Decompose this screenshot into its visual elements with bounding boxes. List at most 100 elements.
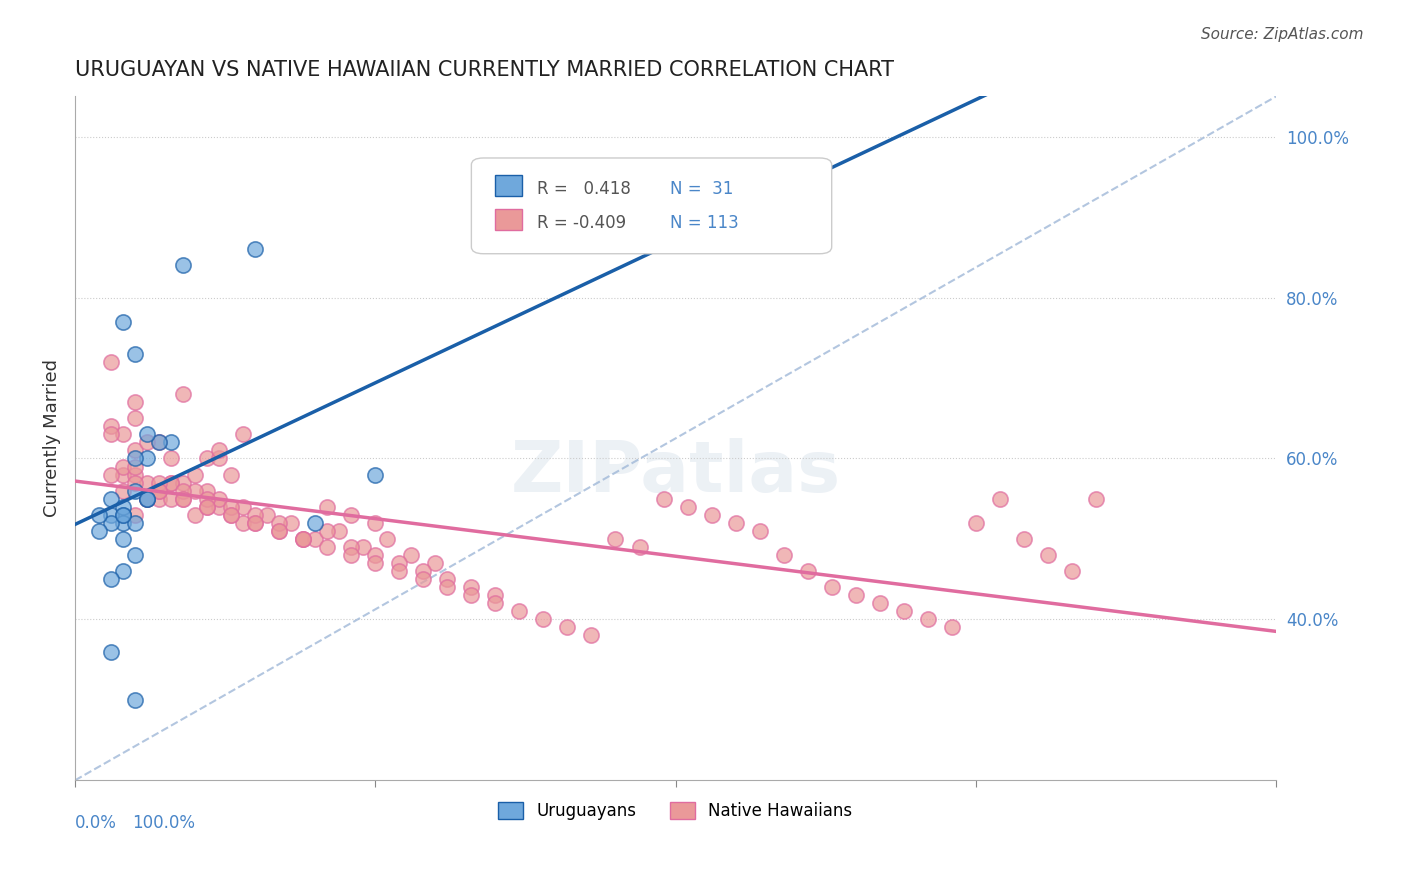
Native Hawaiians	[100, 419, 122, 434]
Uruguayans	[87, 508, 110, 522]
Text: 0.0%: 0.0%	[75, 814, 117, 832]
Text: N = 113: N = 113	[669, 214, 738, 232]
Legend: Uruguayans, Native Hawaiians: Uruguayans, Native Hawaiians	[492, 795, 859, 827]
Uruguayans	[124, 693, 146, 707]
Native Hawaiians	[436, 580, 458, 594]
Native Hawaiians	[364, 556, 387, 570]
Native Hawaiians	[316, 540, 339, 554]
Native Hawaiians	[292, 532, 315, 546]
Native Hawaiians	[401, 548, 423, 562]
Uruguayans	[100, 508, 122, 522]
Native Hawaiians	[232, 500, 254, 514]
Native Hawaiians	[243, 516, 266, 530]
Native Hawaiians	[941, 620, 963, 634]
Uruguayans	[100, 491, 122, 506]
Native Hawaiians	[1084, 491, 1107, 506]
Native Hawaiians	[412, 564, 434, 578]
Text: Source: ZipAtlas.com: Source: ZipAtlas.com	[1201, 27, 1364, 42]
Y-axis label: Currently Married: Currently Married	[44, 359, 60, 517]
Native Hawaiians	[124, 411, 146, 425]
Native Hawaiians	[124, 443, 146, 458]
Native Hawaiians	[160, 491, 183, 506]
Native Hawaiians	[328, 524, 350, 538]
Native Hawaiians	[917, 612, 939, 626]
Native Hawaiians	[100, 427, 122, 442]
Native Hawaiians	[160, 475, 183, 490]
Native Hawaiians	[628, 540, 651, 554]
Native Hawaiians	[243, 508, 266, 522]
Native Hawaiians	[136, 491, 159, 506]
Native Hawaiians	[460, 588, 482, 602]
Native Hawaiians	[243, 516, 266, 530]
Native Hawaiians	[340, 508, 363, 522]
Native Hawaiians	[172, 483, 194, 498]
Native Hawaiians	[508, 604, 530, 618]
Native Hawaiians	[484, 596, 506, 610]
Uruguayans	[112, 508, 135, 522]
Text: N =  31: N = 31	[669, 180, 733, 198]
Uruguayans	[112, 516, 135, 530]
Uruguayans	[100, 516, 122, 530]
Native Hawaiians	[388, 556, 411, 570]
Native Hawaiians	[112, 459, 135, 474]
FancyBboxPatch shape	[471, 158, 832, 253]
Native Hawaiians	[292, 532, 315, 546]
Native Hawaiians	[821, 580, 844, 594]
Uruguayans	[243, 242, 266, 256]
Native Hawaiians	[195, 500, 218, 514]
Native Hawaiians	[700, 508, 723, 522]
Uruguayans	[304, 516, 326, 530]
Native Hawaiians	[195, 491, 218, 506]
Native Hawaiians	[425, 556, 447, 570]
Native Hawaiians	[100, 467, 122, 482]
Native Hawaiians	[412, 572, 434, 586]
Native Hawaiians	[232, 516, 254, 530]
Native Hawaiians	[100, 355, 122, 369]
Uruguayans	[136, 491, 159, 506]
Native Hawaiians	[136, 475, 159, 490]
Text: ZIPatlas: ZIPatlas	[510, 438, 841, 507]
Native Hawaiians	[112, 427, 135, 442]
Native Hawaiians	[533, 612, 555, 626]
Uruguayans	[112, 508, 135, 522]
Native Hawaiians	[280, 516, 302, 530]
Native Hawaiians	[160, 451, 183, 466]
Native Hawaiians	[219, 508, 242, 522]
Native Hawaiians	[484, 588, 506, 602]
Native Hawaiians	[893, 604, 915, 618]
Native Hawaiians	[269, 516, 291, 530]
Native Hawaiians	[772, 548, 794, 562]
Native Hawaiians	[292, 532, 315, 546]
Native Hawaiians	[112, 483, 135, 498]
Text: R =   0.418: R = 0.418	[537, 180, 631, 198]
Native Hawaiians	[304, 532, 326, 546]
Native Hawaiians	[148, 475, 170, 490]
Native Hawaiians	[124, 467, 146, 482]
Uruguayans	[136, 427, 159, 442]
Native Hawaiians	[184, 467, 207, 482]
Native Hawaiians	[388, 564, 411, 578]
Native Hawaiians	[219, 467, 242, 482]
Native Hawaiians	[269, 524, 291, 538]
Uruguayans	[136, 451, 159, 466]
Uruguayans	[124, 483, 146, 498]
Uruguayans	[100, 572, 122, 586]
Native Hawaiians	[136, 491, 159, 506]
Native Hawaiians	[724, 516, 747, 530]
Uruguayans	[160, 435, 183, 450]
Native Hawaiians	[184, 483, 207, 498]
Native Hawaiians	[1060, 564, 1083, 578]
Native Hawaiians	[136, 435, 159, 450]
Native Hawaiians	[988, 491, 1011, 506]
FancyBboxPatch shape	[495, 175, 522, 195]
Native Hawaiians	[605, 532, 627, 546]
Native Hawaiians	[869, 596, 891, 610]
Uruguayans	[112, 532, 135, 546]
Native Hawaiians	[208, 500, 231, 514]
Uruguayans	[172, 259, 194, 273]
Native Hawaiians	[195, 451, 218, 466]
Uruguayans	[124, 548, 146, 562]
Uruguayans	[124, 516, 146, 530]
Native Hawaiians	[208, 443, 231, 458]
Native Hawaiians	[124, 508, 146, 522]
